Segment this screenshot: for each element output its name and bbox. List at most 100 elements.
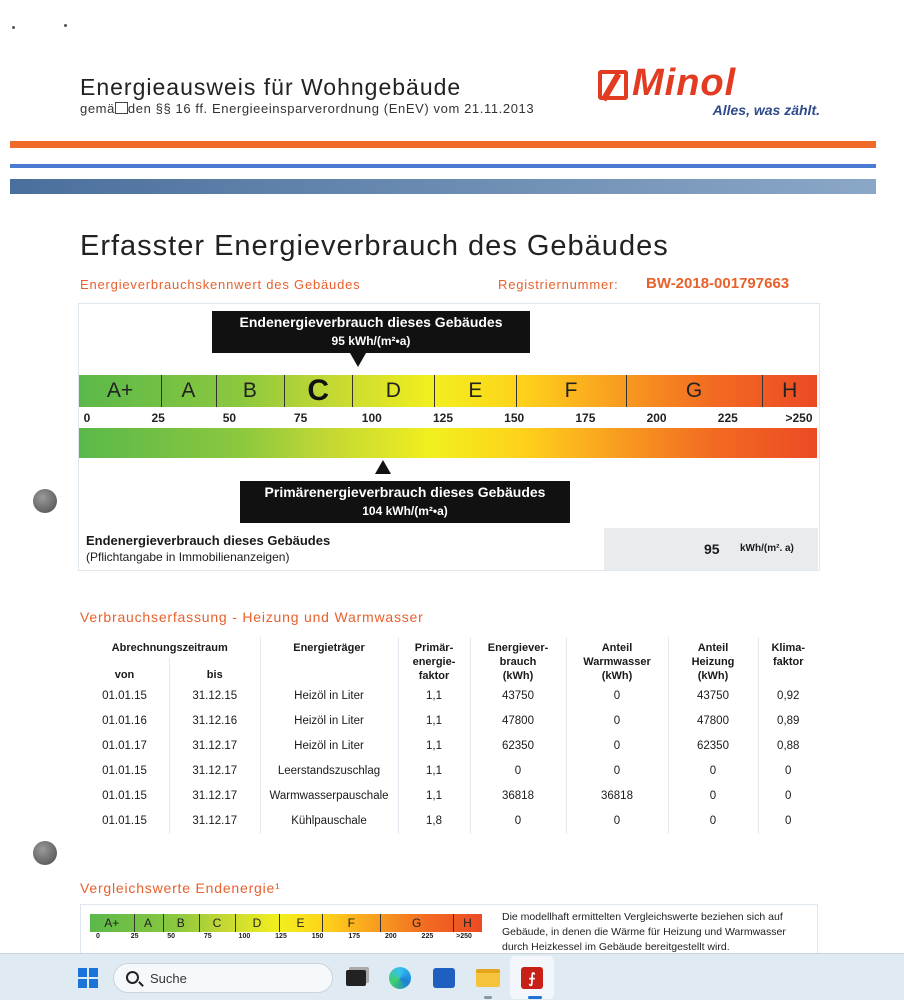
header-from: von xyxy=(80,657,170,684)
energy-class-d: D xyxy=(385,379,401,402)
explorer-button[interactable] xyxy=(470,960,506,996)
comparison-class-bar: A+ A B C D E F G H xyxy=(90,914,482,932)
kennwert-heading: Energieverbrauchskennwert des Gebäudes xyxy=(80,277,361,292)
energy-class-c: C xyxy=(307,374,329,407)
class-separator xyxy=(434,375,436,407)
header-to: bis xyxy=(169,657,260,684)
energy-scale-panel xyxy=(78,303,820,571)
scan-speck xyxy=(12,26,15,29)
class-separator xyxy=(452,914,454,932)
header-band-orange xyxy=(10,141,876,148)
summary-value-box: 95 kWh/(m². a) xyxy=(604,528,818,570)
scale-tick-label: 175 xyxy=(575,411,596,425)
end-energy-callout: Endenergieverbrauch dieses Gebäudes 95 k… xyxy=(212,311,530,353)
table-cell: 0 xyxy=(565,683,668,709)
summary-label: Endenergieverbrauch dieses Gebäudes xyxy=(86,533,331,548)
table-cell: 1,1 xyxy=(397,783,470,809)
scale-tick-label: 225 xyxy=(717,411,738,425)
table-cell: 0,88 xyxy=(757,733,818,759)
class-separator xyxy=(162,914,164,932)
table-row: 01.01.15 31.12.17 Kühlpauschale 1,8 0 0 0 0 xyxy=(80,808,818,834)
scale-tick-label: 125 xyxy=(275,933,287,940)
table-row: 01.01.17 31.12.17 Heizöl in Liter 1,1 62350 0… xyxy=(80,733,818,759)
energy-class-b: B xyxy=(176,916,185,930)
class-separator xyxy=(235,914,237,932)
logo-slogan: Alles, was zählt. xyxy=(712,102,820,118)
document-subtitle: gemä den §§ 16 ff. Energieeinsparverordnu… xyxy=(80,101,534,116)
scale-tick-label: 200 xyxy=(384,933,397,940)
table-cell: Warmwasserpauschale xyxy=(259,783,398,809)
section-title: Erfasster Energieverbrauch des Gebäudes xyxy=(80,230,669,262)
logo-wordmark: Minol xyxy=(632,62,737,104)
scale-tick-label: >250 xyxy=(456,933,472,940)
scale-tick-label: 0 xyxy=(96,933,100,940)
table-subheader-row: von bis xyxy=(80,657,818,684)
table-cell: 0 xyxy=(667,783,758,809)
table-cell: 31.12.17 xyxy=(169,733,260,759)
table-row: 01.01.15 31.12.17 Warmwasserpauschale 1,1 36… xyxy=(80,783,818,809)
missing-glyph-box xyxy=(114,102,128,114)
start-button[interactable] xyxy=(70,960,106,996)
class-separator xyxy=(516,375,518,407)
callout-title: Primärenergieverbrauch dieses Gebäudes xyxy=(264,484,546,500)
table-cell: 43750 xyxy=(667,683,758,709)
header-warm-water: Anteil Warmwasser (kWh) xyxy=(565,637,668,684)
table-cell: 01.01.17 xyxy=(80,733,170,759)
acrobat-button[interactable]: ⨍ xyxy=(514,960,550,996)
energy-class-f: F xyxy=(564,379,578,402)
table-cell: 0 xyxy=(565,808,668,834)
scale-tick-label: 150 xyxy=(504,411,525,425)
table-cell: 1,8 xyxy=(397,808,470,834)
store-icon xyxy=(433,968,455,988)
search-input[interactable]: Suche xyxy=(113,963,333,993)
header-carrier: Energieträger xyxy=(259,637,398,684)
task-view-button[interactable] xyxy=(338,960,374,996)
energy-class-aplus: A+ xyxy=(104,916,120,930)
subtitle-part: den §§ 16 ff. Energieeinsparverordnung (… xyxy=(127,101,535,116)
class-separator xyxy=(322,914,324,932)
table-body: 01.01.15 31.12.15 Heizöl in Liter 1,1 43750 0… xyxy=(80,683,818,834)
edge-button[interactable] xyxy=(382,960,418,996)
comparison-heading: Vergleichswerte Endenergie¹ xyxy=(80,880,281,896)
scale-tick-label: 75 xyxy=(293,411,308,425)
table-row: 01.01.16 31.12.16 Heizöl in Liter 1,1 47800 0… xyxy=(80,708,818,734)
primary-energy-callout: Primärenergieverbrauch dieses Gebäudes 1… xyxy=(240,481,570,523)
pdf-icon: ⨍ xyxy=(521,967,543,989)
summary-value: 95 xyxy=(704,541,720,557)
header-consumption: Energiever- brauch (kWh) xyxy=(469,637,566,684)
table-cell: 0 xyxy=(469,808,566,834)
table-cell: 1,1 xyxy=(397,733,470,759)
energy-class-b: B xyxy=(242,379,257,402)
table-cell: 01.01.16 xyxy=(80,708,170,734)
energy-class-e: E xyxy=(296,916,305,930)
table-cell: 01.01.15 xyxy=(80,758,170,784)
running-indicator xyxy=(484,996,492,999)
consumption-heading: Verbrauchserfassung - Heizung und Warmwa… xyxy=(80,609,424,625)
table-header-row: Abrechnungszeitraum Energieträger Primär… xyxy=(80,637,818,684)
scale-tick-label: 175 xyxy=(348,933,361,940)
scale-tick-label: 50 xyxy=(222,411,237,425)
class-separator xyxy=(380,914,382,932)
energy-class-c: C xyxy=(212,916,222,930)
edge-icon xyxy=(389,967,411,989)
energy-class-bar: A+ A B C D E F G H xyxy=(79,375,817,407)
table-cell: 47800 xyxy=(469,708,566,734)
energy-class-h: H xyxy=(463,916,472,930)
search-icon xyxy=(126,971,139,984)
table-cell: 0,92 xyxy=(757,683,818,709)
store-button[interactable] xyxy=(426,960,462,996)
energy-class-f: F xyxy=(347,916,355,930)
scale-tick-label: >250 xyxy=(785,411,813,425)
energy-class-g: G xyxy=(685,379,703,402)
subtitle-part: gemä xyxy=(80,101,115,116)
table-cell: 0 xyxy=(667,758,758,784)
header-heating: Anteil Heizung (kWh) xyxy=(667,637,758,684)
table-cell: Kühlpauschale xyxy=(259,808,398,834)
energy-class-g: G xyxy=(411,916,422,930)
folder-icon xyxy=(476,969,500,987)
energy-class-a: A xyxy=(181,379,196,402)
comparison-panel xyxy=(80,904,818,953)
summary-unit: kWh/(m². a) xyxy=(740,543,794,554)
callout-value: 95 kWh/(m²•a) xyxy=(331,334,411,348)
header-climate-factor: Klima- faktor xyxy=(757,637,818,684)
